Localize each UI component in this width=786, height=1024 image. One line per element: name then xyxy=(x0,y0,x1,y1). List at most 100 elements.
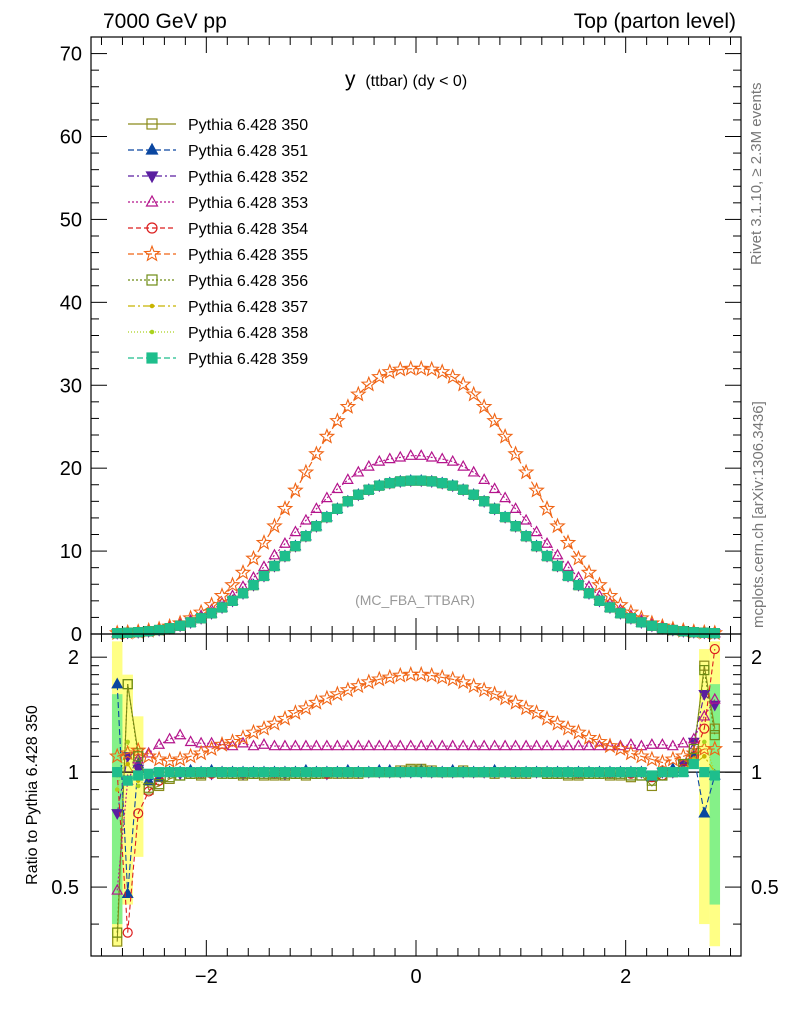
main-point-s5 xyxy=(517,463,535,480)
ratio-point-s5 xyxy=(360,673,378,690)
main-point-s9 xyxy=(311,521,322,532)
main-point-s5 xyxy=(591,576,608,593)
ratio-band-0 xyxy=(699,649,710,925)
main-point-s9 xyxy=(384,477,395,489)
ratio-point-s5 xyxy=(245,723,262,740)
ratio-point-s5 xyxy=(392,666,409,683)
ratio-point-s9 xyxy=(583,767,595,778)
main-ytick-label: 10 xyxy=(60,541,82,563)
ratio-point-s9 xyxy=(667,767,678,778)
main-point-s9 xyxy=(216,602,228,613)
ratio-point-s9 xyxy=(636,767,647,778)
main-point-s3 xyxy=(394,450,407,462)
ratio-point-s3 xyxy=(656,738,669,749)
ratio-point-s7 xyxy=(702,754,707,759)
main-point-s5 xyxy=(423,360,440,377)
ratio-ytick-label-right: 0.5 xyxy=(751,877,779,899)
main-point-s3 xyxy=(268,548,281,560)
main-point-s5 xyxy=(276,500,294,516)
ratio-point-s9 xyxy=(258,767,270,778)
ratio-point-s9 xyxy=(562,767,574,778)
ratio-point-s5 xyxy=(706,740,724,756)
ratio-point-s3 xyxy=(698,709,711,721)
ratio-point-s9 xyxy=(269,767,280,778)
ratio-point-s3 xyxy=(457,739,470,751)
ratio-point-s5 xyxy=(580,729,598,745)
ratio-point-s3 xyxy=(436,739,449,751)
main-point-s5 xyxy=(350,385,367,402)
ratio-point-s3 xyxy=(593,739,606,751)
main-point-s9 xyxy=(279,550,291,562)
main-point-s9 xyxy=(437,477,448,489)
main-point-s9 xyxy=(227,595,238,606)
xtick-label: 0 xyxy=(410,966,421,988)
main-point-s9 xyxy=(248,579,259,591)
main-point-s5 xyxy=(308,445,325,462)
main-point-s5 xyxy=(255,534,273,550)
ratio-point-s9 xyxy=(615,767,626,778)
ratio-point-s9 xyxy=(195,767,207,778)
ratio-point-s5 xyxy=(339,681,357,698)
xtick-label: −2 xyxy=(195,966,218,988)
ratio-point-s6 xyxy=(143,782,154,793)
ratio-point-s9 xyxy=(625,767,637,778)
ratio-point-s9 xyxy=(395,767,406,778)
legend-marker xyxy=(146,352,158,364)
main-point-s9 xyxy=(562,570,574,582)
ratio-ylabel: Ratio to Pythia 6.428 350 xyxy=(24,705,41,885)
main-point-s5 xyxy=(570,549,587,566)
ratio-series-line-0 xyxy=(116,665,716,942)
main-point-s5 xyxy=(287,481,304,498)
ratio-point-s5 xyxy=(297,699,315,716)
main-point-s9 xyxy=(604,602,616,613)
ratio-point-s5 xyxy=(433,668,451,685)
ratio-point-s3 xyxy=(142,746,155,758)
ratio-point-s5 xyxy=(528,704,545,720)
ratio-point-s9 xyxy=(175,767,186,778)
ratio-point-s6 xyxy=(122,679,133,690)
ratio-point-s3 xyxy=(645,738,658,749)
main-point-s3 xyxy=(383,452,396,464)
ratio-point-s5 xyxy=(119,744,136,761)
main-point-s9 xyxy=(332,503,343,514)
main-point-s3 xyxy=(310,502,323,513)
ratio-point-s6 xyxy=(688,743,699,755)
main-point-s3 xyxy=(541,536,554,548)
ratio-point-s9 xyxy=(458,767,469,778)
main-series-line-9 xyxy=(117,480,715,634)
main-point-s3 xyxy=(457,459,470,471)
ratio-point-s5 xyxy=(465,677,482,694)
ratio-point-s9 xyxy=(573,767,584,778)
main-point-s3 xyxy=(299,513,312,525)
main-point-s9 xyxy=(531,541,542,552)
ratio-point-s5 xyxy=(171,750,189,767)
main-point-s9 xyxy=(416,475,427,486)
main-point-s9 xyxy=(688,627,699,638)
main-point-s3 xyxy=(551,548,564,560)
main-point-s9 xyxy=(479,496,490,507)
ratio-point-s3 xyxy=(624,738,637,749)
main-point-s9 xyxy=(133,627,144,638)
ratio-point-s5 xyxy=(150,750,168,767)
ratio-point-s5 xyxy=(475,681,493,698)
ratio-point-s3 xyxy=(153,738,166,749)
main-point-s5 xyxy=(444,368,461,384)
legend-label: Pythia 6.428 358 xyxy=(188,325,308,342)
ratio-band-1 xyxy=(709,684,721,905)
ratio-point-s5 xyxy=(601,737,619,754)
main-point-s3 xyxy=(499,491,512,503)
ratio-point-s4 xyxy=(133,808,144,819)
ratio-series-line-1 xyxy=(116,684,716,894)
ratio-point-s5 xyxy=(643,750,661,767)
main-point-s5 xyxy=(549,517,566,534)
ratio-point-s9 xyxy=(248,767,259,778)
ratio-point-s3 xyxy=(174,728,187,740)
main-point-s5 xyxy=(318,427,336,444)
main-point-s9 xyxy=(510,521,521,532)
main-point-s5 xyxy=(234,563,252,580)
ratio-series-line-4 xyxy=(116,649,716,933)
ratio-point-s9 xyxy=(405,767,416,778)
ratio-point-s9 xyxy=(541,767,553,778)
ratio-point-s3 xyxy=(404,739,417,751)
ratio-point-s9 xyxy=(688,758,699,770)
